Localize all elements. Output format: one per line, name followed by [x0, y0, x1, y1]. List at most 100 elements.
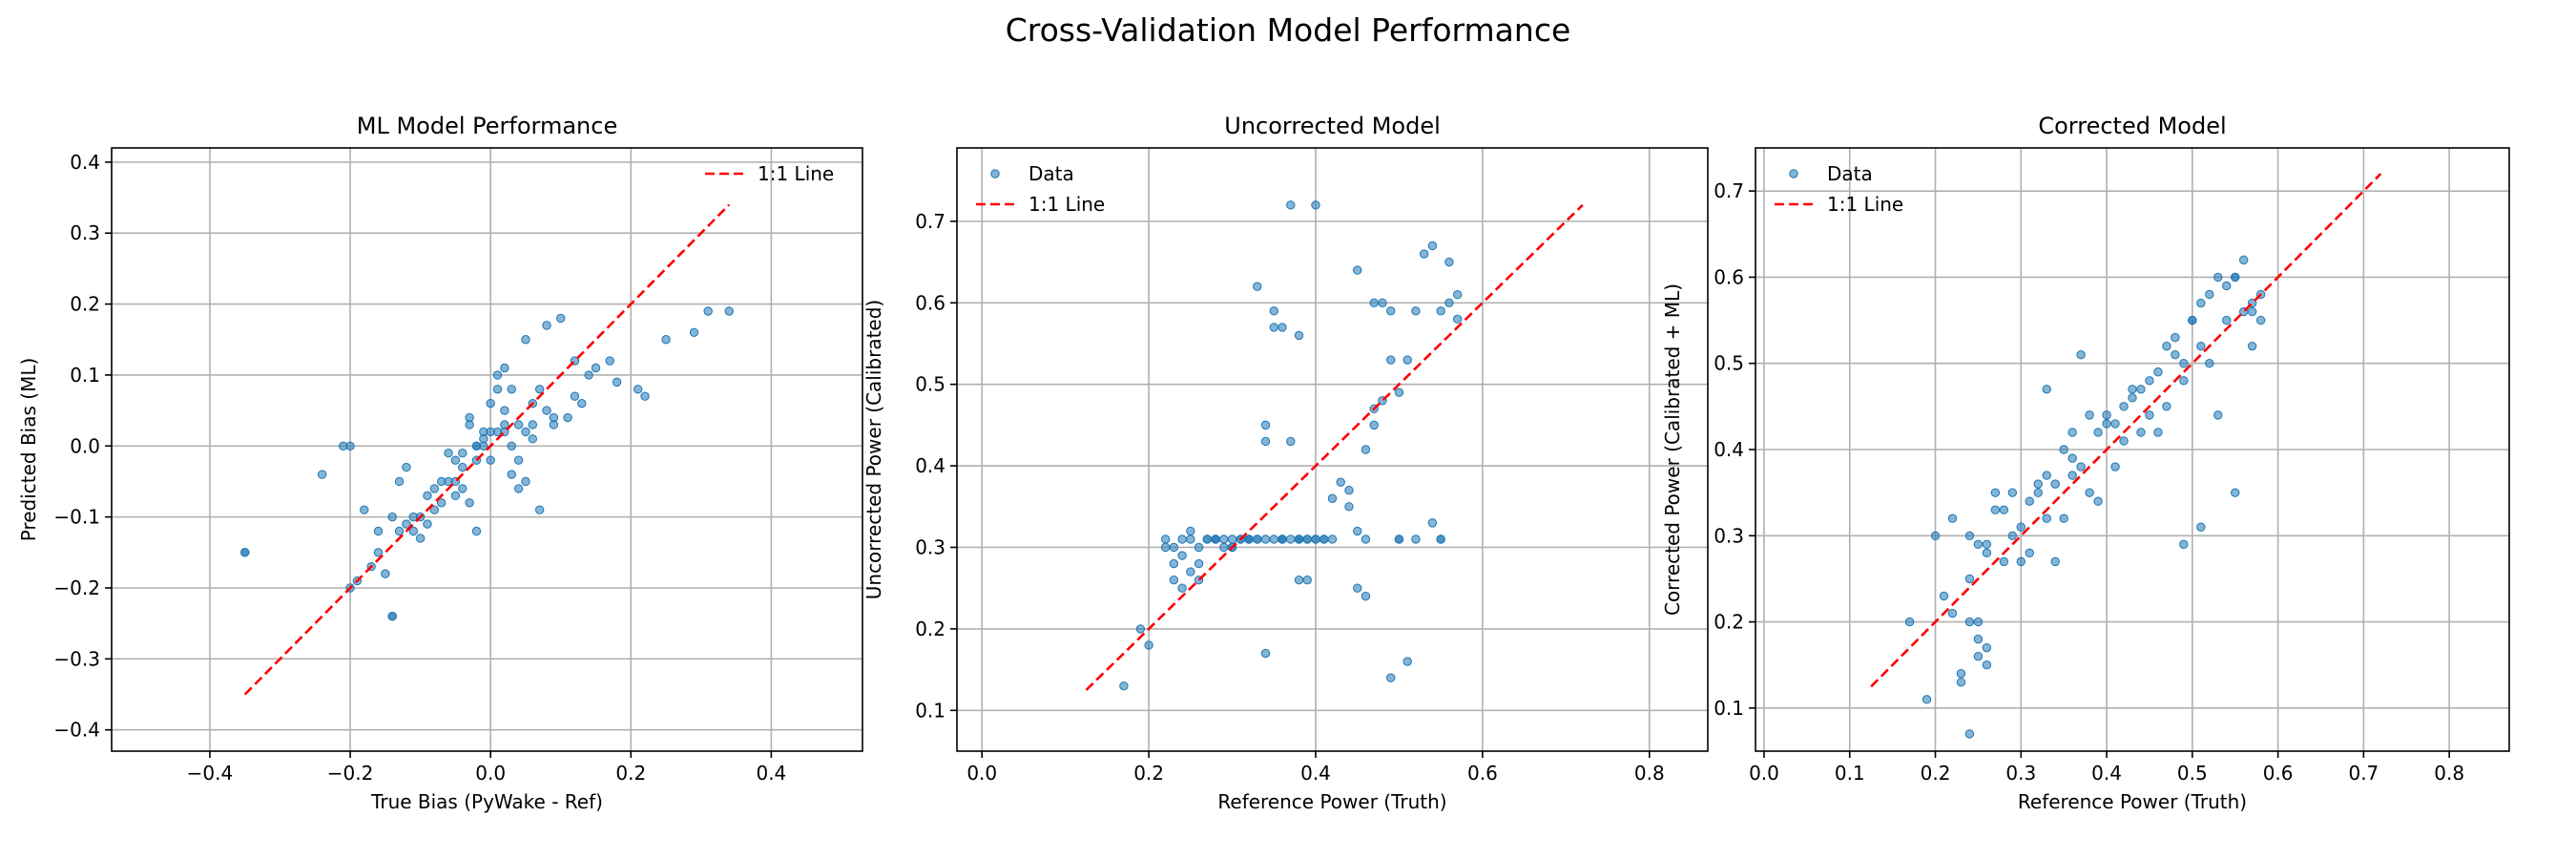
scatter-point: [534, 385, 545, 394]
chart-panel-2: 0.0 0.2 0.4 0.6 0.8 0.1 0.2 0.3 0.4 0.5 0.6 0.7 Unco…: [862, 113, 1709, 813]
scatter-point: [1386, 673, 1396, 682]
scatter-point: [2050, 556, 2060, 567]
scatter-point: [1286, 534, 1296, 544]
scatter-point: [458, 484, 467, 493]
scatter-point: [1353, 526, 1362, 536]
legend-label: 1:1 Line: [1827, 193, 1903, 216]
legend: 1:1 Line: [705, 162, 834, 185]
scatter-point: [2145, 376, 2154, 386]
y-tick-label: 0.3: [1714, 524, 1744, 547]
scatter-point: [2033, 479, 2043, 489]
scatter-point: [402, 519, 411, 529]
scatter-point: [1336, 477, 1345, 487]
scatter-point: [1922, 695, 1932, 704]
scatter-point: [563, 412, 572, 423]
scatter-point: [1327, 493, 1338, 503]
scatter-point: [1386, 306, 1396, 316]
scatter-point: [471, 441, 482, 450]
scatter-point: [1394, 388, 1404, 397]
scatter-point: [423, 491, 432, 501]
scatter-point: [458, 449, 467, 458]
legend-marker: [1789, 169, 1798, 178]
scatter-point: [1327, 534, 1338, 544]
x-tick-label: 0.6: [2263, 762, 2294, 785]
scatter-point: [1982, 548, 1992, 558]
x-tick-label: 0.1: [1835, 762, 1865, 785]
x-tick-label: 0.5: [2177, 762, 2208, 785]
scatter-point: [1956, 669, 1966, 679]
chart-panel-3: 0.0 0.1 0.2 0.3 0.4 0.5 0.6 0.7 0.8 0.1 0.2 0.3 0.4 0…: [1661, 113, 2510, 813]
scatter-point: [2085, 488, 2094, 497]
scatter-point: [471, 526, 482, 536]
scatter-point: [373, 548, 384, 557]
scatter-point: [1344, 486, 1354, 495]
scatter-point: [1964, 617, 1975, 627]
scatter-point: [542, 321, 551, 330]
scatter-point: [1982, 660, 1992, 670]
y-tick-label: −0.4: [53, 719, 100, 742]
scatter-point: [1427, 518, 1438, 528]
scatter-point: [2179, 376, 2189, 386]
chart-title: ML Model Performance: [357, 113, 617, 139]
scatter-point: [2025, 548, 2034, 558]
y-tick-label: 0.6: [1714, 265, 1744, 288]
scatter-point: [1194, 542, 1204, 553]
scatter-point: [402, 462, 411, 472]
scatter-point: [2102, 410, 2111, 420]
scatter-point: [1186, 567, 1195, 576]
scatter-point: [534, 505, 545, 514]
scatter-point: [1361, 445, 1371, 454]
x-tick-label: 0.4: [756, 762, 786, 785]
scatter-point: [1177, 583, 1187, 593]
scatter-point: [507, 441, 516, 450]
scatter-point: [492, 385, 503, 394]
scatter-point: [1311, 534, 1320, 544]
scatter-point: [2067, 471, 2077, 480]
scatter-point: [1278, 534, 1287, 544]
scatter-point: [1353, 265, 1362, 275]
scatter-point: [1169, 558, 1179, 569]
scatter-point: [1319, 534, 1329, 544]
scatter-point: [1202, 534, 1213, 544]
scatter-point: [2222, 315, 2232, 325]
scatter-point: [1973, 651, 1984, 661]
axes-frame: [111, 147, 863, 752]
scatter-point: [240, 548, 250, 557]
scatter-point: [387, 512, 397, 522]
scatter-point: [2247, 341, 2257, 351]
scatter-point: [2162, 402, 2171, 411]
figure-suptitle: Cross-Validation Model Performance: [1006, 11, 1571, 49]
scatter-point: [1144, 640, 1153, 650]
scatter-point: [2067, 428, 2077, 437]
one-to-one-line: [1870, 173, 2382, 688]
x-tick-label: −0.2: [327, 762, 374, 785]
legend-label: Data: [1827, 162, 1873, 185]
scatter-point: [1444, 257, 1454, 267]
scatter-point: [521, 427, 530, 437]
scatter-point: [513, 455, 524, 465]
y-tick-label: 0.0: [70, 434, 100, 457]
scatter-point: [1177, 551, 1187, 560]
scatter-point: [1904, 617, 1915, 627]
y-tick-label: 0.3: [70, 221, 100, 244]
scatter-point: [2188, 315, 2197, 325]
scatter-point: [429, 505, 440, 514]
scatter-point: [1394, 534, 1404, 544]
scatter-point: [1419, 249, 1429, 259]
chart-panel-1: −0.4 −0.2 0.0 0.2 0.4 −0.4 −0.3 −0.2 −0.1 0.0 0.1 0…: [17, 113, 863, 813]
scatter-point: [1244, 534, 1254, 544]
scatter-point: [465, 498, 474, 508]
scatter-point: [2128, 385, 2137, 394]
scatter-point: [1286, 200, 1296, 210]
x-tick-label: 0.8: [2434, 762, 2464, 785]
scatter-point: [381, 569, 390, 578]
scatter-point: [2136, 428, 2146, 437]
scatter-point: [1160, 534, 1171, 544]
y-tick-label: 0.2: [915, 618, 945, 640]
scatter-point: [591, 363, 601, 373]
scatter-point: [689, 327, 699, 338]
legend-label: 1:1 Line: [1028, 193, 1105, 216]
scatter-point: [703, 306, 713, 316]
scatter-point: [1982, 642, 1992, 653]
